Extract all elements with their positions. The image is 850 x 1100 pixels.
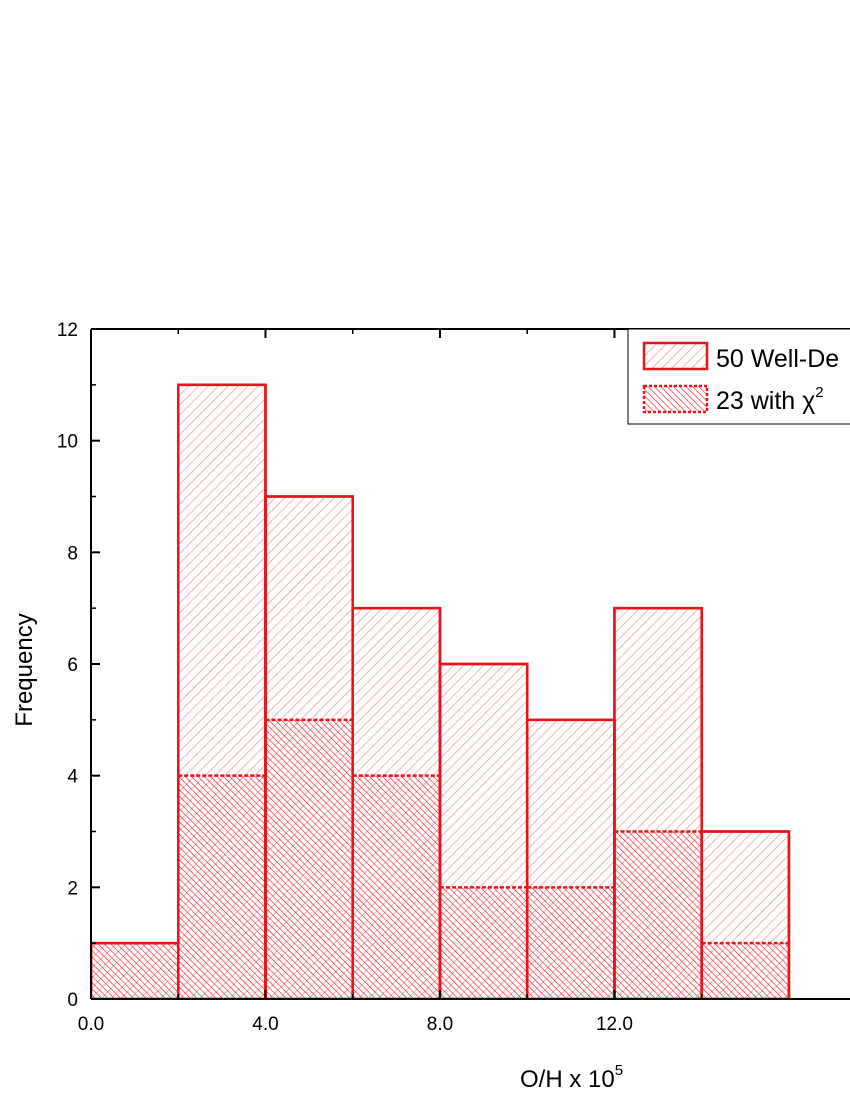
bar-outline-6 bbox=[613, 606, 703, 999]
y-axis-title: Frequency bbox=[11, 613, 38, 726]
x-axis-title-exponent: 5 bbox=[615, 1062, 623, 1079]
legend-label-23-with: 23 with χ2 bbox=[716, 384, 824, 415]
x-tick-label-8: 8.0 bbox=[427, 1014, 453, 1035]
x-tick-label-12: 12.0 bbox=[596, 1014, 633, 1035]
x-axis-title-base: O/H x 10 bbox=[520, 1066, 615, 1093]
legend-label-50-well: 50 Well-De bbox=[716, 345, 839, 373]
bar-23-with-1 bbox=[178, 775, 266, 999]
bars-layer bbox=[91, 383, 791, 999]
bar-23-with-2 bbox=[265, 719, 353, 999]
y-tick-label-2: 2 bbox=[67, 878, 78, 899]
y-tick-label-4: 4 bbox=[67, 767, 78, 788]
y-tick-label-6: 6 bbox=[67, 655, 78, 676]
y-tick-label-8: 8 bbox=[67, 543, 78, 564]
bar-23-with-7 bbox=[701, 943, 789, 999]
axes-layer: 0 2 4 6 8 10 12 0.0 4.0 8.0 12.0 bbox=[57, 320, 850, 1035]
bar-23-with-6 bbox=[614, 831, 702, 999]
x-tick-label-4: 4.0 bbox=[252, 1014, 278, 1035]
legend-swatch-23-with bbox=[642, 384, 709, 414]
y-tick-label-10: 10 bbox=[57, 432, 78, 453]
bar-23-with-3 bbox=[352, 775, 440, 999]
bar-23-with-5 bbox=[527, 887, 615, 999]
y-tick-label-12: 12 bbox=[57, 320, 78, 341]
legend-label-23-text: 23 with χ bbox=[716, 387, 815, 415]
bar-outline-7 bbox=[700, 830, 791, 999]
bar-23-with-4 bbox=[439, 887, 528, 999]
legend-label-23-exponent: 2 bbox=[815, 384, 823, 401]
bar-23-with-0 bbox=[91, 943, 179, 999]
x-axis-title: O/H x 105 bbox=[520, 1062, 623, 1093]
y-tick-label-0: 0 bbox=[67, 990, 78, 1011]
legend-swatch-50-well bbox=[642, 341, 709, 371]
legend: 50 Well-De 23 with χ2 bbox=[627, 328, 850, 425]
x-tick-label-0: 0.0 bbox=[78, 1014, 104, 1035]
